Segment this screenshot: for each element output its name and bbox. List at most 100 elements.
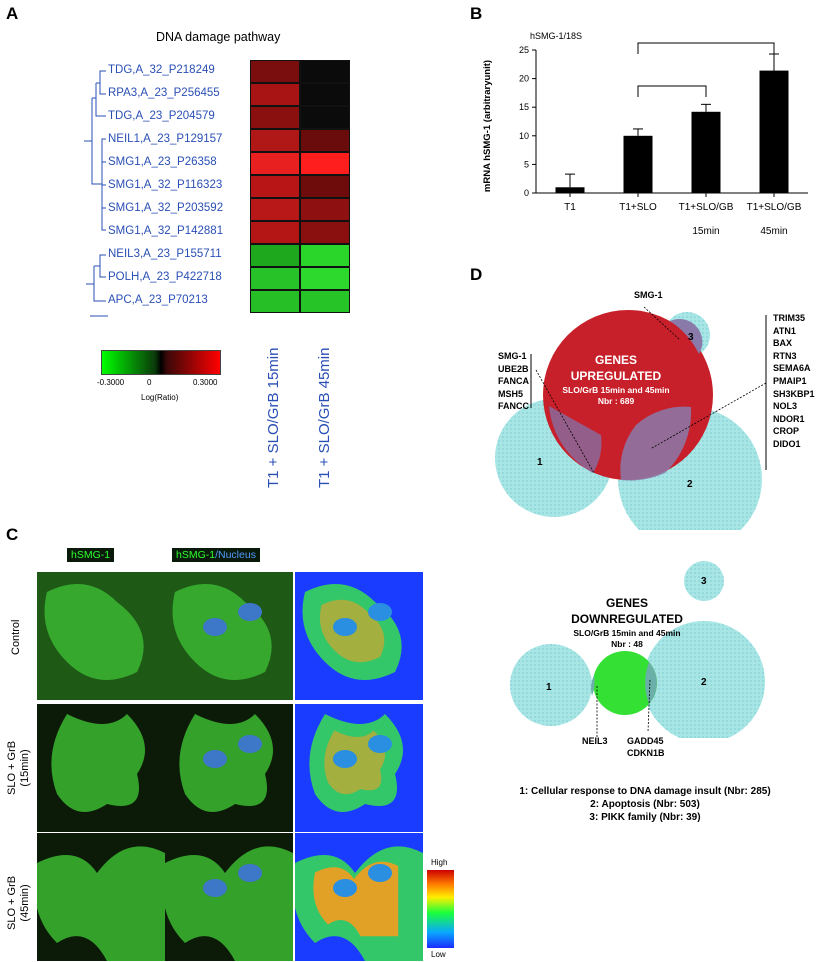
heatmap-cell (300, 175, 350, 198)
legend-mid: 0 (147, 378, 152, 387)
heatmap-cell (300, 198, 350, 221)
gene-list-item: MSH5 (498, 388, 524, 399)
gene-label: SMG1,A_32_P116323 (108, 179, 223, 191)
column-head-merge-hsmg1: hSMG-1 (176, 549, 216, 561)
color-scale-legend (101, 350, 221, 375)
micrograph-tile (37, 833, 165, 961)
gene-list-item: RTN3 (773, 350, 797, 361)
legend-min: -0.3000 (97, 378, 125, 387)
heatmap-cell (250, 152, 300, 175)
heatmap-cell (300, 221, 350, 244)
heatmap-cell (300, 129, 350, 152)
bar (555, 187, 585, 193)
venn-downregulated: GENES DOWNREGULATED SLO/GrB 15min and 45… (510, 561, 765, 738)
heatmap-cell (300, 60, 350, 83)
y-tick-label: 15 (519, 102, 529, 112)
heatmap-cell (300, 290, 350, 313)
gene-label: NEIL1,A_23_P129157 (108, 133, 223, 145)
column-head-merge: hSMG-1/Nucleus (172, 548, 260, 562)
up-count: Nbr : 689 (598, 396, 635, 406)
condition-label-15min: T1 + SLO/GrB 15min (265, 347, 282, 488)
chart-title: hSMG-1/18S (530, 31, 582, 41)
venn-upregulated: GENES UPREGULATED SLO/GrB 15min and 45mi… (495, 290, 767, 530)
gene-list-item: NOL3 (773, 401, 798, 412)
up-title-line2: UPREGULATED (571, 369, 662, 383)
gene-list-item: DIDO1 (773, 438, 801, 449)
bar (691, 111, 721, 193)
down-circle-2-label: 2 (701, 677, 707, 688)
legend-line-2: 2: Apoptosis (Nbr: 503) (590, 799, 700, 810)
panel-c-letter: C (6, 525, 19, 544)
gene-list-item: FANCC (498, 401, 529, 412)
up-right-gene-list: TRIM35 ATN1 BAX RTN3 SEMA6A PMAIP1 SH3KBP1 NOL3… (773, 312, 815, 451)
row-label-15min: SLO + GrB (15min) (6, 740, 31, 795)
heatmap-cell (250, 106, 300, 129)
heatmap-cell (250, 244, 300, 267)
venn-legend: 1: Cellular response to DNA damage insul… (480, 786, 810, 823)
down-title-line2: DOWNREGULATED (571, 612, 683, 626)
y-axis-label: mRNA hSMG-1 (arbitraryunit) (482, 60, 493, 192)
x-category-label: T1 (564, 202, 576, 213)
intensity-scale-bar (427, 870, 454, 948)
gene-list-item: TRIM35 (773, 313, 806, 323)
dendrogram (84, 70, 108, 317)
x-category-label: T1+SLO/GB (679, 202, 734, 213)
heatmap-cell (250, 267, 300, 290)
gene-label: SMG1,A_23_P26358 (108, 156, 217, 168)
heatmap-cell (250, 290, 300, 313)
gene-label: APC,A_23_P70213 (108, 294, 208, 306)
row-label-45min: SLO + GrB (45min) (6, 875, 31, 930)
column-head-hsmg1: hSMG-1 (67, 548, 115, 562)
legend-line-3: 3: PIKK family (Nbr: 39) (589, 812, 701, 823)
heatmap-cell (250, 129, 300, 152)
gene-label: POLH,A_23_P422718 (108, 271, 222, 283)
panel-d-letter: D (470, 265, 483, 284)
y-tick-label: 5 (524, 159, 529, 169)
heatmap-cell (300, 244, 350, 267)
gene-list-item: UBE2B (498, 363, 529, 374)
down-subtitle: SLO/GrB 15min and 45min (573, 628, 680, 638)
gene-label: NEIL3,A_23_P155711 (108, 248, 222, 260)
up-left-gene-list: SMG-1 UBE2B FANCA MSH5 FANCC (498, 350, 529, 413)
micrograph-tile (295, 704, 423, 832)
down-circle-dna-damage (510, 644, 592, 726)
down-circle-1-label: 1 (546, 682, 552, 693)
up-smg1-top: SMG-1 (634, 290, 663, 300)
down-title-line1: GENES (606, 596, 648, 610)
heatmap-cell (250, 83, 300, 106)
down-neil3-label: NEIL3 (582, 736, 608, 746)
heatmap-cell (250, 221, 300, 244)
gene-list-item: ATN1 (773, 325, 796, 336)
scale-low-label: Low (431, 950, 446, 959)
up-title-line1: GENES (595, 353, 637, 367)
gene-label: RPA3,A_23_P256455 (108, 87, 220, 99)
y-tick-label: 20 (519, 74, 529, 84)
micrograph-tile (165, 704, 293, 832)
heatmap-cell (300, 267, 350, 290)
gene-list-item: CROP (773, 426, 800, 437)
x-category-label: T1+SLO (619, 202, 657, 213)
heatmap-cell (250, 175, 300, 198)
up-circle-2-label: 2 (687, 479, 693, 490)
gene-list-item: SMG-1 (498, 351, 527, 361)
panel-a-title: DNA damage pathway (156, 30, 281, 44)
micrograph-tile (37, 704, 165, 832)
x-category-sublabel: 45min (760, 226, 787, 237)
down-count: Nbr : 48 (611, 639, 643, 649)
x-category-sublabel: 15min (692, 226, 719, 237)
legend-line-1: 1: Cellular response to DNA damage insul… (519, 786, 771, 797)
gene-label: TDG,A_23_P204579 (108, 110, 215, 122)
heatmap-cell (250, 60, 300, 83)
up-circle-1-label: 1 (537, 457, 543, 468)
gene-list-item: NDOR1 (773, 413, 805, 424)
gene-label: SMG1,A_32_P203592 (108, 202, 224, 214)
gene-list-item: SEMA6A (773, 363, 811, 374)
micrograph-tile (37, 572, 165, 700)
down-circle-apoptosis (643, 621, 765, 738)
micrograph-tile (295, 572, 423, 700)
bar-chart: hSMG-1/18S mRNA hSMG-1 (arbitraryunit) 0… (482, 31, 808, 237)
micrograph-tile (295, 833, 423, 961)
gene-list-item: SH3KBP1 (773, 388, 815, 399)
down-circle-3-label: 3 (701, 576, 707, 587)
micrograph-tile (165, 833, 293, 961)
